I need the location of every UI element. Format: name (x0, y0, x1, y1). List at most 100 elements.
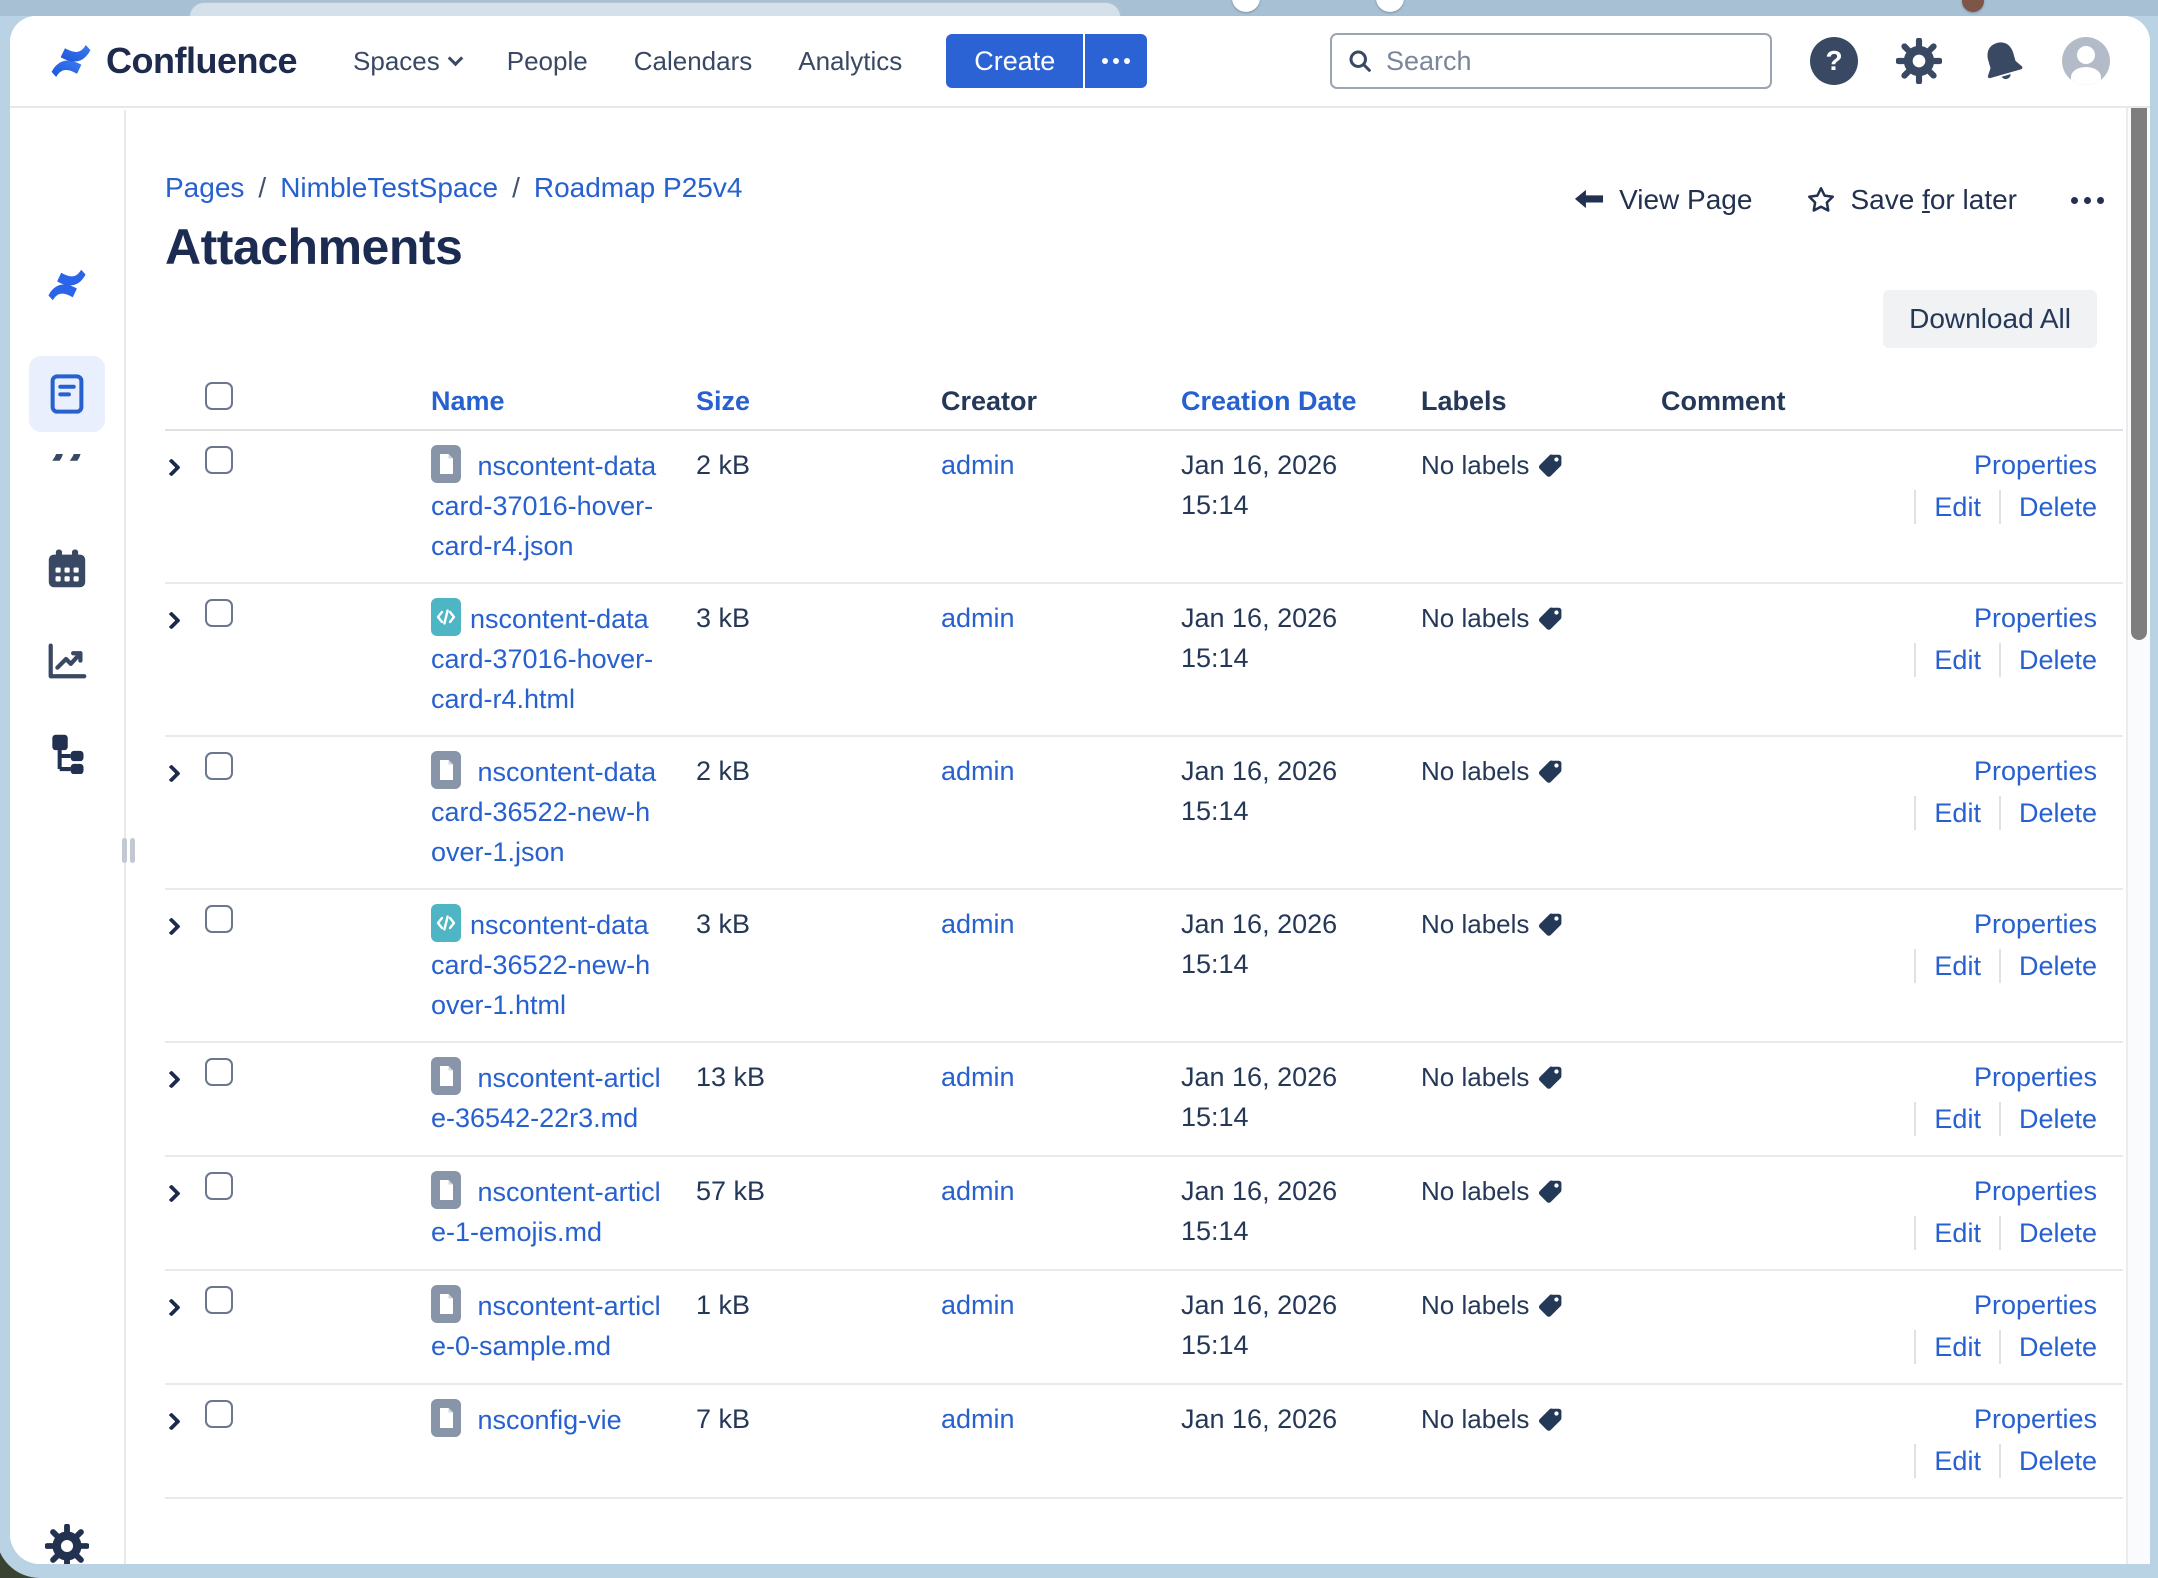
row-checkbox[interactable] (205, 599, 233, 627)
nav-analytics[interactable]: Analytics (798, 45, 903, 76)
sidebar-item-blog[interactable] (32, 454, 102, 506)
sidebar-confluence-logo-icon[interactable] (45, 263, 89, 307)
delete-link[interactable]: Delete (2018, 1104, 2097, 1134)
delete-link[interactable]: Delete (2018, 951, 2097, 981)
breadcrumb-space[interactable]: NimbleTestSpace (280, 172, 499, 203)
sort-size-header[interactable]: Size (696, 386, 751, 416)
delete-link[interactable]: Delete (2018, 645, 2097, 675)
delete-link[interactable]: Delete (2018, 492, 2097, 522)
select-all-checkbox[interactable] (205, 382, 233, 410)
view-page-button[interactable]: View Page (1573, 184, 1752, 216)
page-more-icon[interactable] (2071, 196, 2104, 204)
avatar[interactable] (2062, 37, 2110, 85)
expand-chevron-icon[interactable] (162, 611, 181, 630)
creator-link[interactable]: admin (941, 1176, 1015, 1206)
sidebar-resize-handle[interactable] (122, 838, 127, 863)
creator-link[interactable]: admin (941, 1404, 1015, 1434)
creator-link[interactable]: admin (941, 756, 1015, 786)
browser-button[interactable] (1376, 0, 1404, 12)
edit-link[interactable]: Edit (1934, 1104, 1981, 1134)
breadcrumb-page[interactable]: Roadmap P25v4 (533, 172, 743, 203)
creation-time: 15:14 (1181, 1330, 1249, 1360)
attachment-link[interactable]: nscontent-datacard-37016-hover-card-r4.j… (431, 451, 657, 561)
create-more-button[interactable] (1083, 34, 1148, 88)
sidebar-item-tree[interactable] (45, 730, 89, 774)
creator-link[interactable]: admin (941, 450, 1015, 480)
sidebar-item-calendars[interactable] (44, 546, 90, 592)
help-icon[interactable] (1810, 37, 1858, 85)
delete-link[interactable]: Delete (2018, 1446, 2097, 1476)
attachment-link[interactable]: nscontent-article-0-sample.md (431, 1291, 661, 1361)
create-button[interactable]: Create (946, 34, 1084, 88)
edit-link[interactable]: Edit (1934, 645, 1981, 675)
edit-link[interactable]: Edit (1934, 951, 1981, 981)
nav-people[interactable]: People (506, 45, 588, 76)
attachment-link[interactable]: nscontent-datacard-36522-new-hover-1.jso… (431, 757, 657, 867)
expand-chevron-icon[interactable] (162, 917, 181, 936)
row-checkbox[interactable] (205, 446, 233, 474)
creator-link[interactable]: admin (941, 1290, 1015, 1320)
delete-link[interactable]: Delete (2018, 1332, 2097, 1362)
confluence-logo-icon[interactable] (48, 38, 94, 84)
creator-link[interactable]: admin (941, 909, 1015, 939)
creator-link[interactable]: admin (941, 603, 1015, 633)
sidebar-resize-handle[interactable] (130, 838, 135, 863)
properties-link[interactable]: Properties (1973, 909, 2097, 939)
attachment-link[interactable]: nsconfig-vie (477, 1405, 622, 1435)
row-checkbox[interactable] (205, 1058, 233, 1086)
expand-chevron-icon[interactable] (162, 764, 181, 783)
expand-chevron-icon[interactable] (162, 1184, 181, 1203)
properties-link[interactable]: Properties (1973, 1404, 2097, 1434)
download-all-button[interactable]: Download All (1883, 290, 2097, 348)
row-checkbox[interactable] (205, 1286, 233, 1314)
nav-spaces[interactable]: Spaces (353, 46, 464, 77)
properties-link[interactable]: Properties (1973, 603, 2097, 633)
row-checkbox[interactable] (205, 905, 233, 933)
edit-link[interactable]: Edit (1934, 492, 1981, 522)
bell-icon[interactable] (1975, 34, 2029, 88)
edit-link[interactable]: Edit (1934, 1332, 1981, 1362)
sort-creation-date-header[interactable]: Creation Date (1181, 386, 1357, 416)
row-checkbox[interactable] (205, 752, 233, 780)
properties-link[interactable]: Properties (1973, 1290, 2097, 1320)
browser-tab[interactable] (190, 3, 1120, 16)
delete-link[interactable]: Delete (2018, 798, 2097, 828)
browser-button[interactable] (1232, 0, 1260, 12)
attachment-link[interactable]: nscontent-datacard-37016-hover-card-r4.h… (431, 604, 654, 714)
size-cell: 2 kB (696, 756, 751, 786)
edit-link[interactable]: Edit (1934, 1446, 1981, 1476)
creation-date-cell: Jan 16, 2026 15:14 (1156, 1285, 1396, 1367)
creation-date-cell: Jan 16, 2026 15:14 (1156, 904, 1396, 1025)
code-file-icon (431, 904, 461, 942)
expand-chevron-icon[interactable] (162, 1298, 181, 1317)
sort-name-header[interactable]: Name (431, 386, 505, 416)
scrollbar-thumb[interactable] (2131, 60, 2147, 640)
properties-link[interactable]: Properties (1973, 756, 2097, 786)
search-box[interactable] (1330, 33, 1772, 89)
sidebar-item-analytics[interactable] (44, 637, 90, 683)
delete-link[interactable]: Delete (2018, 1218, 2097, 1248)
row-checkbox[interactable] (205, 1400, 233, 1428)
sidebar-settings-icon[interactable] (45, 1524, 89, 1564)
edit-link[interactable]: Edit (1934, 798, 1981, 828)
sidebar-item-pages[interactable] (29, 356, 105, 432)
labels-cell: No labels (1396, 445, 1636, 566)
properties-link[interactable]: Properties (1973, 450, 2097, 480)
row-checkbox[interactable] (205, 1172, 233, 1200)
expand-chevron-icon[interactable] (162, 1070, 181, 1089)
gear-icon[interactable] (1896, 38, 1942, 84)
attachment-link[interactable]: nscontent-article-36542-22r3.md (431, 1063, 661, 1133)
properties-link[interactable]: Properties (1973, 1176, 2097, 1206)
nav-calendars[interactable]: Calendars (633, 45, 753, 76)
save-for-later-button[interactable]: Save for later (1806, 184, 2017, 216)
attachment-link[interactable]: nscontent-datacard-36522-new-hover-1.htm… (431, 910, 651, 1020)
properties-link[interactable]: Properties (1973, 1062, 2097, 1092)
search-input[interactable] (1386, 45, 1756, 77)
expand-chevron-icon[interactable] (162, 1412, 181, 1431)
edit-link[interactable]: Edit (1934, 1218, 1981, 1248)
breadcrumb-pages[interactable]: Pages (165, 172, 245, 203)
browser-profile-avatar[interactable] (1962, 0, 1984, 12)
expand-chevron-icon[interactable] (162, 458, 181, 477)
creator-link[interactable]: admin (941, 1062, 1015, 1092)
attachment-link[interactable]: nscontent-article-1-emojis.md (431, 1177, 661, 1247)
